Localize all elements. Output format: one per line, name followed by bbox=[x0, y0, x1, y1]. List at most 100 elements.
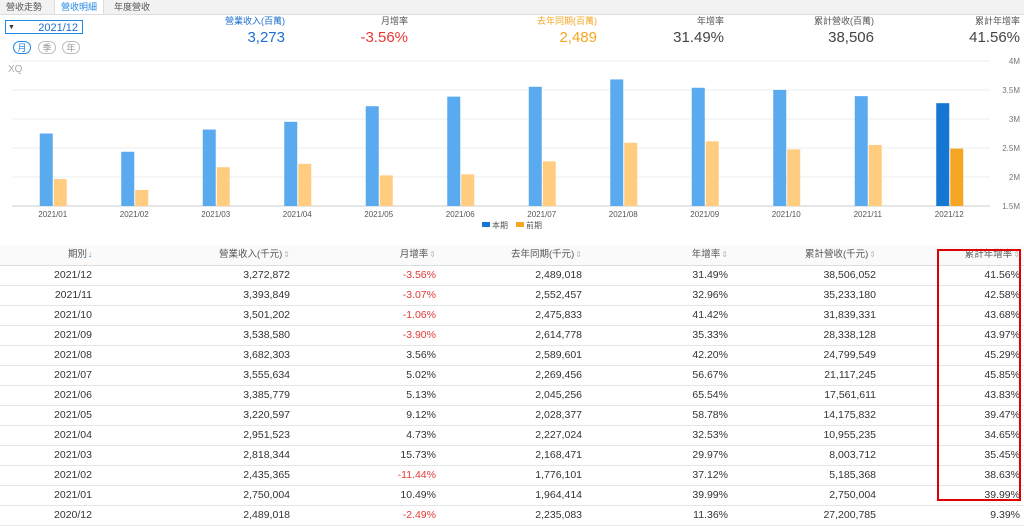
header-last-year[interactable]: 去年同期(千元)⇕ bbox=[440, 245, 582, 265]
cell-mom: 15.73% bbox=[400, 449, 436, 461]
table-row[interactable]: 2021/06 3,385,779 5.13% 2,045,256 65.54% 17,5… bbox=[0, 385, 1024, 406]
tab-revenue-trend[interactable]: 營收走勢 bbox=[6, 2, 43, 12]
sort-icon[interactable]: ⇕ bbox=[575, 250, 582, 259]
stat-mom: 月增率 -3.56% bbox=[360, 14, 408, 46]
cell-yoy: 32.96% bbox=[692, 289, 728, 301]
bar-previous bbox=[950, 148, 964, 206]
table-row[interactable]: 2021/12 3,272,872 -3.56% 2,489,018 31.49% 38,… bbox=[0, 265, 1024, 286]
cell-period: 2021/09 bbox=[54, 329, 92, 341]
table-row[interactable]: 2021/07 3,555,634 5.02% 2,269,456 56.67% 21,1… bbox=[0, 365, 1024, 386]
header-cum-revenue[interactable]: 累計營收(千元)⇕ bbox=[740, 245, 876, 265]
sort-icon[interactable]: ⇕ bbox=[721, 250, 728, 259]
cell-mom: 10.49% bbox=[400, 489, 436, 501]
cell-period: 2021/08 bbox=[54, 349, 92, 361]
cell-revenue: 2,818,344 bbox=[243, 449, 290, 461]
cell-period: 2021/10 bbox=[54, 309, 92, 321]
table-row[interactable]: 2021/02 2,435,365 -11.44% 1,776,101 37.12% 5,… bbox=[0, 465, 1024, 486]
cell-last-year: 2,269,456 bbox=[535, 369, 582, 381]
caret-down-icon: ▼ bbox=[8, 24, 15, 31]
cell-yoy: 31.49% bbox=[692, 269, 728, 281]
cell-last-year: 1,776,101 bbox=[535, 469, 582, 481]
cell-last-year: 2,028,377 bbox=[535, 409, 582, 421]
granularity-month[interactable]: 月 bbox=[13, 41, 31, 54]
cell-yoy: 56.67% bbox=[692, 369, 728, 381]
tab-bar: 營收走勢 營收明細 年度營收 bbox=[0, 0, 1024, 15]
cell-mom: -2.49% bbox=[402, 509, 436, 521]
cell-cum-yoy: 45.29% bbox=[984, 349, 1020, 361]
header-cum-yoy-label: 累計年增率 bbox=[964, 249, 1013, 260]
cell-cum-revenue: 27,200,785 bbox=[823, 509, 876, 521]
stat-yoy-value: 31.49% bbox=[673, 29, 724, 46]
table-row[interactable]: 2021/10 3,501,202 -1.06% 2,475,833 41.42% 31,… bbox=[0, 305, 1024, 326]
cell-cum-revenue: 8,003,712 bbox=[829, 449, 876, 461]
cell-revenue: 2,489,018 bbox=[243, 509, 290, 521]
cell-revenue: 3,682,303 bbox=[243, 349, 290, 361]
y-tick-label: 4M bbox=[1009, 57, 1020, 66]
table-row[interactable]: 2020/12 2,489,018 -2.49% 2,235,083 11.36% 27,… bbox=[0, 505, 1024, 526]
cell-last-year: 2,589,601 bbox=[535, 349, 582, 361]
y-tick-label: 3.5M bbox=[1002, 86, 1020, 95]
cell-mom: 4.73% bbox=[406, 429, 436, 441]
stat-cum-revenue: 累計營收(百萬) 38,506 bbox=[814, 14, 874, 46]
header-cum-revenue-label: 累計營收(千元) bbox=[804, 249, 869, 260]
cell-last-year: 2,489,018 bbox=[535, 269, 582, 281]
stat-mom-value: -3.56% bbox=[360, 29, 408, 46]
cell-revenue: 3,272,872 bbox=[243, 269, 290, 281]
cell-cum-revenue: 17,561,611 bbox=[824, 389, 876, 401]
sort-icon[interactable]: ⇕ bbox=[429, 250, 436, 259]
period-value: 2021/12 bbox=[38, 22, 78, 34]
x-tick-label: 2021/02 bbox=[120, 210, 149, 219]
header-revenue[interactable]: 營業收入(千元)⇕ bbox=[100, 245, 290, 265]
header-period[interactable]: 期別↓ bbox=[0, 245, 92, 265]
sort-icon[interactable]: ⇕ bbox=[869, 250, 876, 259]
granularity-quarter[interactable]: 季 bbox=[38, 41, 56, 54]
table-row[interactable]: 2021/04 2,951,523 4.73% 2,227,024 32.53% 10,9… bbox=[0, 425, 1024, 446]
header-period-label: 期別 bbox=[67, 249, 87, 260]
table-row[interactable]: 2021/01 2,750,004 10.49% 1,964,414 39.99% 2,7… bbox=[0, 485, 1024, 506]
sort-icon[interactable]: ⇕ bbox=[283, 250, 290, 259]
cell-period: 2021/04 bbox=[54, 429, 92, 441]
header-mom[interactable]: 月增率⇕ bbox=[300, 245, 436, 265]
bar-current bbox=[854, 96, 868, 206]
cell-last-year: 1,964,414 bbox=[535, 489, 582, 501]
bar-previous bbox=[135, 189, 149, 206]
stat-yoy-label: 年增率 bbox=[696, 16, 724, 26]
cell-cum-yoy: 43.97% bbox=[984, 329, 1020, 341]
cell-cum-revenue: 10,955,235 bbox=[823, 429, 876, 441]
cell-period: 2021/05 bbox=[54, 409, 92, 421]
period-select[interactable]: ▼ 2021/12 bbox=[5, 20, 83, 34]
x-tick-label: 2021/09 bbox=[690, 210, 719, 219]
tab-annual-revenue[interactable]: 年度營收 bbox=[114, 2, 151, 12]
sort-icon[interactable]: ⇕ bbox=[1013, 250, 1020, 259]
cell-cum-revenue: 21,117,245 bbox=[824, 369, 876, 381]
cell-mom: -1.06% bbox=[402, 309, 436, 321]
x-tick-label: 2021/05 bbox=[364, 210, 393, 219]
bar-previous bbox=[624, 142, 638, 206]
cell-revenue: 3,555,634 bbox=[243, 369, 290, 381]
table-row[interactable]: 2021/05 3,220,597 9.12% 2,028,377 58.78% 14,1… bbox=[0, 405, 1024, 426]
stat-mom-label: 月增率 bbox=[380, 16, 408, 26]
table-row[interactable]: 2021/09 3,538,580 -3.90% 2,614,778 35.33% 28,… bbox=[0, 325, 1024, 346]
tab-revenue-detail[interactable]: 營收明細 bbox=[54, 0, 105, 14]
bar-current bbox=[365, 106, 379, 206]
bar-previous bbox=[379, 175, 393, 206]
x-tick-label: 2021/03 bbox=[201, 210, 230, 219]
cell-revenue: 3,538,580 bbox=[243, 329, 290, 341]
table-row[interactable]: 2021/08 3,682,303 3.56% 2,589,601 42.20% 24,7… bbox=[0, 345, 1024, 366]
cell-cum-revenue: 24,799,549 bbox=[823, 349, 876, 361]
granularity-year[interactable]: 年 bbox=[62, 41, 80, 54]
legend-label-previous: 前期 bbox=[526, 220, 542, 230]
cell-yoy: 65.54% bbox=[692, 389, 728, 401]
header-yoy-label: 年增率 bbox=[691, 249, 721, 260]
bar-previous bbox=[868, 144, 882, 206]
cell-last-year: 2,552,457 bbox=[535, 289, 582, 301]
cell-yoy: 58.78% bbox=[692, 409, 728, 421]
header-cum-yoy[interactable]: 累計年增率⇕ bbox=[880, 245, 1020, 265]
table-row[interactable]: 2021/11 3,393,849 -3.07% 2,552,457 32.96% 35,… bbox=[0, 285, 1024, 306]
cell-mom: -3.90% bbox=[402, 329, 436, 341]
cell-last-year: 2,614,778 bbox=[535, 329, 582, 341]
sort-desc-icon[interactable]: ↓ bbox=[88, 250, 92, 259]
bar-current bbox=[610, 79, 624, 206]
table-row[interactable]: 2021/03 2,818,344 15.73% 2,168,471 29.97% 8,0… bbox=[0, 445, 1024, 466]
header-yoy[interactable]: 年增率⇕ bbox=[590, 245, 728, 265]
